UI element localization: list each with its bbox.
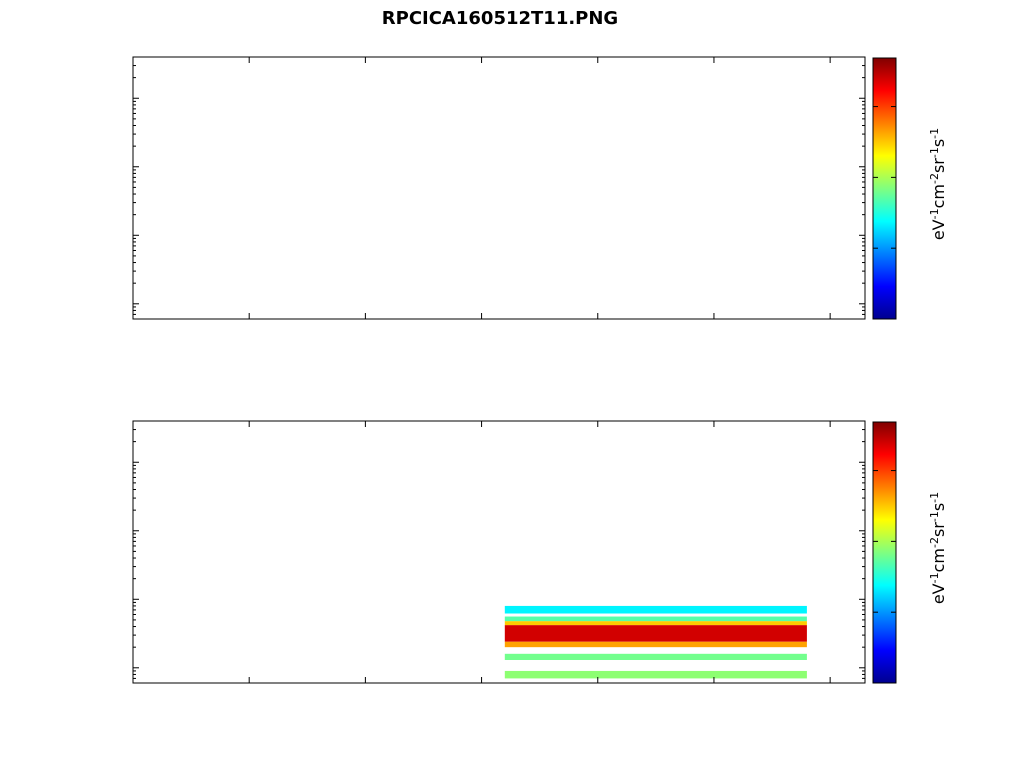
colorbar-unit-label: eV-1cm-2sr-1s-1 [928,492,949,604]
axes-frame [132,56,866,320]
colorbar-unit-label: eV-1cm-2sr-1s-1 [928,128,949,240]
panel-solar-wind-ions: eV-1cm-2sr-1s-1 [132,56,949,320]
axes-frame [132,420,866,684]
unit-part: cm [929,548,948,572]
unit-part: eV [929,583,948,604]
flux-cell [504,641,807,648]
unit-part: eV [929,219,948,240]
unit-part: -1 [928,147,941,158]
unit-part: s [929,503,948,511]
unit-part: -2 [928,173,941,184]
unit-part: s [929,139,948,147]
unit-part: -1 [928,208,941,219]
spectrogram-data [504,605,807,679]
flux-cell [504,616,807,622]
flux-cell [504,653,807,660]
colorbar [872,57,897,320]
unit-part: -2 [928,537,941,548]
unit-part: sr [929,522,948,537]
flux-cell [504,625,807,642]
flux-cell [504,670,807,679]
figure-title: RPCICA160512T11.PNG [382,8,618,29]
unit-part: sr [929,158,948,173]
unit-part: cm [929,184,948,208]
colorbar [872,421,897,684]
unit-part: -1 [928,128,941,139]
panel-cometary-ions: eV-1cm-2sr-1s-1 [132,420,949,684]
flux-cell [504,621,807,626]
unit-part: -1 [928,511,941,522]
unit-part: -1 [928,572,941,583]
flux-cell [504,605,807,614]
unit-part: -1 [928,492,941,503]
